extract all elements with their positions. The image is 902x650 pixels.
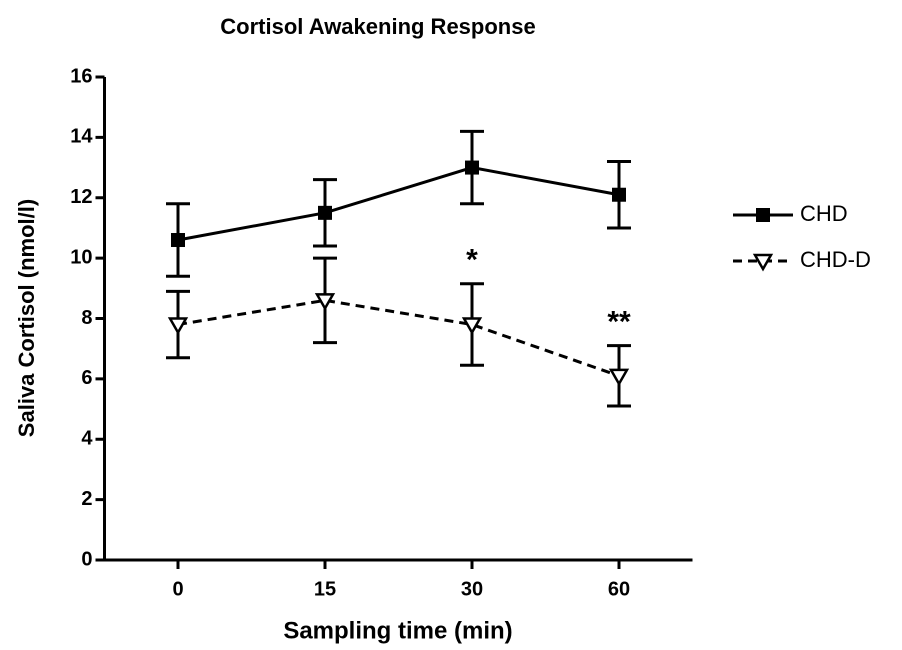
x-tick-label: 15 bbox=[314, 578, 336, 600]
y-tick-label: 14 bbox=[70, 126, 93, 148]
data-point bbox=[465, 160, 479, 175]
series-line bbox=[177, 298, 620, 378]
x-axis-label: Sampling time (min) bbox=[283, 617, 512, 644]
legend-marker bbox=[752, 253, 774, 272]
y-axis-label: Saliva Cortisol (nmol/l) bbox=[14, 199, 39, 437]
y-tick-label: 16 bbox=[70, 65, 92, 87]
legend-label: CHD-D bbox=[800, 247, 871, 272]
data-point bbox=[318, 205, 332, 220]
chart-title: Cortisol Awakening Response bbox=[220, 14, 535, 39]
data-point bbox=[171, 233, 185, 248]
data-point bbox=[608, 368, 630, 387]
annotation: ** bbox=[607, 306, 631, 339]
y-tick-label: 6 bbox=[81, 367, 92, 389]
y-tick-label: 10 bbox=[70, 246, 92, 268]
x-tick-label: 0 bbox=[172, 578, 183, 600]
y-tick-label: 2 bbox=[81, 488, 92, 510]
x-tick-label: 60 bbox=[608, 578, 630, 600]
x-tick-label: 30 bbox=[461, 578, 483, 600]
y-tick-label: 8 bbox=[81, 307, 92, 329]
legend-label: CHD bbox=[800, 201, 848, 226]
legend-marker bbox=[756, 208, 770, 222]
data-point bbox=[167, 317, 189, 336]
annotation: * bbox=[466, 244, 478, 277]
data-point bbox=[461, 317, 483, 336]
series-line bbox=[177, 166, 620, 242]
data-point bbox=[612, 187, 626, 202]
y-tick-label: 0 bbox=[81, 548, 92, 570]
y-tick-label: 4 bbox=[81, 428, 93, 450]
data-point bbox=[314, 293, 336, 311]
y-tick-label: 12 bbox=[70, 186, 92, 208]
